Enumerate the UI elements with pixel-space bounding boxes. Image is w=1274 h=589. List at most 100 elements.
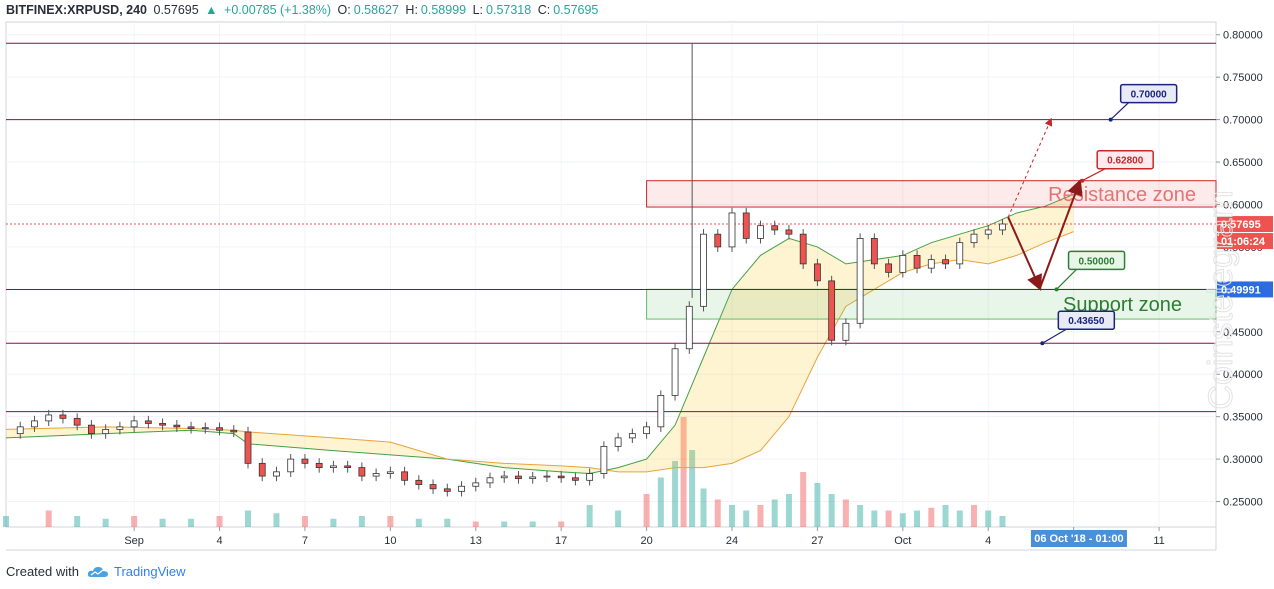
volume-bars <box>3 417 1006 527</box>
volume-bar-29 <box>729 505 735 527</box>
high-value: 0.58999 <box>420 3 467 17</box>
candle-body-25 <box>358 467 366 477</box>
candle-body-56 <box>799 233 807 265</box>
tradingview-brand: TradingView <box>113 564 186 579</box>
callout-anchor-3 <box>1040 341 1045 346</box>
volume-bar-3 <box>102 518 109 527</box>
candle-body-44 <box>628 433 636 439</box>
candle-body-41 <box>586 473 594 481</box>
volume-bar-37 <box>842 499 849 527</box>
cloud-fill <box>6 194 1074 474</box>
ichimoku-cloud <box>5 193 1074 475</box>
candle-body-55 <box>785 229 793 235</box>
candle-body-32 <box>458 485 465 492</box>
callout-pointer-0 <box>1110 102 1130 121</box>
change-value: +0.00785 (+1.38%) <box>224 3 332 17</box>
candle-body-57 <box>814 263 821 282</box>
x-tick-label-2: 7 <box>302 535 308 547</box>
candle-body-23 <box>330 465 337 468</box>
candle-body-28 <box>401 471 408 481</box>
candle-body-26 <box>372 473 380 477</box>
timer-badge: 01:06:24 <box>1221 236 1266 248</box>
callout-anchor-1 <box>1080 178 1085 183</box>
axis-badges: 0.57695 01:06:24 0.49991 06 Oct '18 - 01:00 <box>1030 216 1273 547</box>
last-price: 0.57695 <box>153 3 199 17</box>
candle-body-47 <box>671 348 679 396</box>
candle-body-68 <box>970 233 978 244</box>
volume-bar-14 <box>415 518 422 527</box>
volume-bar-46 <box>971 505 977 527</box>
candle-body-4 <box>59 414 67 419</box>
candle-body-66 <box>942 259 949 265</box>
candle-body-36 <box>515 475 522 480</box>
candle-body-53 <box>757 225 764 239</box>
y-tick-label-2: 0.70000 <box>1223 115 1263 127</box>
candle-body-11 <box>159 423 166 426</box>
volume-bar-40 <box>885 510 892 527</box>
x-tick-label-6: 20 <box>640 535 652 547</box>
horizontal-levels <box>6 42 1216 413</box>
candle-body-30 <box>429 484 437 490</box>
volume-bar-23 <box>657 477 664 527</box>
callout-box-0 <box>1119 83 1178 104</box>
candle-body-33 <box>472 482 480 487</box>
candle-body-29 <box>415 479 423 485</box>
candle-body-65 <box>927 259 935 269</box>
last-price-badge: 0.57695 <box>1221 219 1261 231</box>
volume-bar-42 <box>914 510 921 527</box>
volume-bar-1 <box>45 510 52 527</box>
candle-body-37 <box>529 476 537 480</box>
candle-body-58 <box>828 280 836 341</box>
candle-body-59 <box>842 322 850 341</box>
volume-bar-16 <box>472 521 479 527</box>
volume-bar-21 <box>615 510 622 527</box>
callout-box-2 <box>1067 250 1126 271</box>
candle-body-50 <box>714 233 722 248</box>
candle-body-6 <box>88 424 95 435</box>
callout-label-2: 0.50000 <box>1078 256 1115 267</box>
tradingview-link[interactable]: TradingView <box>87 564 186 579</box>
symbol-label[interactable]: BITFINEX:XRPUSD, 240 <box>6 3 148 17</box>
candle-body-3 <box>45 414 53 422</box>
volume-bar-4 <box>131 516 138 527</box>
volume-bar-35 <box>814 483 821 527</box>
x-tick-label-9: Oct <box>894 535 911 547</box>
chart-header: BITFINEX:XRPUSD, 240 0.57695 ▲ +0.00785 … <box>6 3 601 19</box>
volume-bar-38 <box>857 505 864 527</box>
volume-bar-5 <box>159 518 166 527</box>
y-tick-label-4: 0.60000 <box>1223 199 1263 211</box>
candle-body-43 <box>614 437 622 447</box>
date-badge: 06 Oct '18 - 01:00 <box>1034 533 1123 545</box>
date-badge-bg <box>1030 530 1127 547</box>
candle-body-21 <box>301 458 309 464</box>
callout-anchor-2 <box>1054 287 1059 292</box>
y-tick-label-1: 0.75000 <box>1223 72 1263 84</box>
time-axis[interactable]: Sep47101317202427Oct4811 <box>124 527 1165 547</box>
candle-body-8 <box>116 426 124 430</box>
y-tick-label-10: 0.30000 <box>1223 454 1263 466</box>
volume-bar-0 <box>3 516 9 527</box>
candle-body-54 <box>771 225 779 231</box>
volume-bar-22 <box>643 494 650 527</box>
candle-body-13 <box>187 426 195 429</box>
candle-body-16 <box>230 429 238 433</box>
volume-bar-39 <box>871 510 878 527</box>
candle-body-61 <box>870 238 878 265</box>
volume-bar-10 <box>301 516 308 527</box>
volume-bar-2 <box>74 516 81 527</box>
volume-bar-11 <box>330 518 337 527</box>
candle-body-27 <box>386 471 394 474</box>
candle-body-64 <box>913 255 921 269</box>
x-tick-label-7: 24 <box>726 535 738 547</box>
y-tick-label-8: 0.40000 <box>1223 369 1263 381</box>
candle-body-70 <box>999 223 1006 231</box>
candle-body-63 <box>899 255 907 273</box>
arrow-to-support <box>1007 216 1042 292</box>
close-value: 0.57695 <box>553 3 599 17</box>
volume-bar-12 <box>358 516 365 527</box>
volume-bar-32 <box>771 499 778 527</box>
candle-body-69 <box>984 229 992 235</box>
candle-body-22 <box>315 462 323 468</box>
candle-body-14 <box>201 427 209 430</box>
